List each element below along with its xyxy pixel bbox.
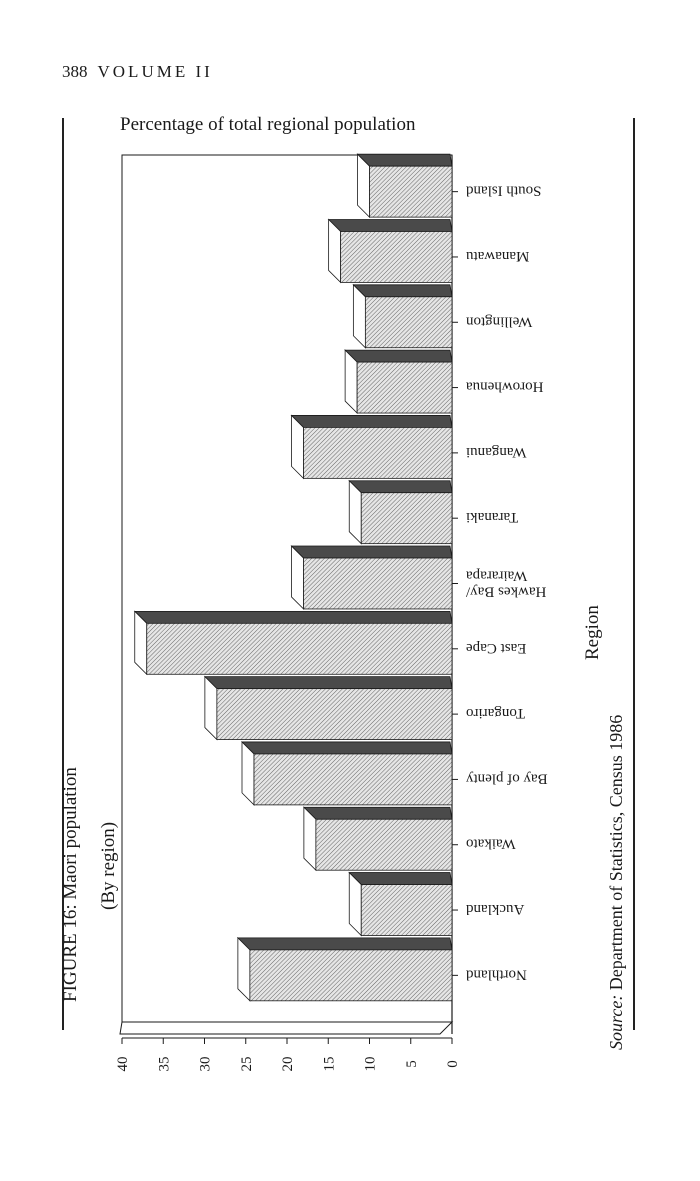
bar-front-face (360, 492, 453, 545)
left-rule (62, 118, 64, 1030)
bar-top-face (241, 741, 453, 755)
bar-northland (236, 936, 458, 1002)
category-label: Northland (466, 966, 527, 982)
bar-top-face (344, 349, 453, 363)
value-tick-label: 5 (404, 1060, 420, 1068)
value-tick-label: 10 (363, 1057, 379, 1072)
bar-front-face (369, 165, 453, 218)
value-tick-label: 20 (280, 1057, 296, 1072)
bar-top-face (290, 545, 453, 559)
value-ticks: 0 5 10 15 20 25 30 35 40 (115, 1037, 461, 1072)
category-label: Wellington (466, 313, 533, 329)
value-tick-label: 15 (321, 1057, 337, 1072)
bar-front-face (303, 557, 453, 610)
bar-front-face (356, 361, 453, 414)
bar-top-face (348, 480, 453, 494)
bar-top-face (236, 937, 453, 951)
category-label: Hawkes Bay/Wairarapa (465, 568, 546, 600)
bar-front-face (303, 427, 453, 479)
bar-top-face (356, 153, 453, 167)
right-rule (633, 118, 635, 1030)
value-tick-label: 0 (445, 1060, 461, 1068)
bar-auckland (348, 871, 458, 937)
bar-front-face (216, 688, 453, 740)
category-label: Horowhenua (466, 379, 544, 395)
value-tick-label: 35 (156, 1057, 172, 1072)
category-labels: Northland Auckland Waikato Bay of plenty Ton… (465, 183, 547, 983)
bar-front-face (340, 231, 453, 283)
bar-top-face (327, 219, 453, 232)
bar-wanganui (290, 414, 458, 480)
bar-top-face (348, 872, 453, 885)
plot-floor (119, 1021, 454, 1035)
bar-front-face (253, 753, 453, 806)
category-label: Waikato (466, 836, 516, 852)
category-label: Auckland (466, 901, 525, 917)
bar-front-face (146, 622, 453, 675)
bar-horowhenua (344, 349, 458, 415)
bar-waikato (302, 806, 458, 872)
bar-hawkes-bay-wairarapa (290, 545, 458, 610)
category-label: Tongariro (466, 705, 525, 721)
bar-front-face (360, 884, 453, 936)
category-label: Taranaki (466, 509, 518, 525)
bar-south-island (356, 153, 458, 219)
bar-front-face (249, 949, 453, 1002)
bar-top-face (290, 415, 453, 428)
page-number: 388 (62, 62, 88, 81)
category-label: Manawatu (466, 248, 530, 264)
bar-wellington (352, 283, 458, 349)
category-label: Wanganui (466, 444, 526, 460)
bar-taranaki (348, 479, 458, 545)
bar-front-face (315, 818, 453, 871)
category-label: East Cape (466, 640, 527, 656)
running-head: 388 VOLUME II (62, 62, 213, 82)
value-tick-label: 30 (198, 1057, 214, 1072)
bar-bay-of-plenty (241, 740, 458, 806)
bar-top-face (352, 284, 453, 298)
bars (133, 153, 458, 1002)
value-tick-label: 40 (115, 1057, 131, 1072)
category-label-line: Hawkes Bay/ (465, 584, 546, 600)
value-axis-title: Percentage of total regional population (120, 114, 416, 135)
running-head-title: VOLUME II (97, 62, 213, 81)
bar-top-face (302, 806, 453, 820)
bar-manawatu (327, 218, 458, 284)
category-label: South Island (466, 183, 542, 199)
bar-tongariro (203, 675, 458, 741)
bar-east-cape (133, 610, 458, 676)
category-label-line: Wairarapa (466, 568, 528, 584)
bar-front-face (364, 296, 453, 349)
bar-top-face (133, 610, 453, 624)
category-label: Bay of plenty (466, 770, 548, 786)
bar-top-face (203, 676, 453, 690)
value-tick-label: 25 (239, 1057, 255, 1072)
